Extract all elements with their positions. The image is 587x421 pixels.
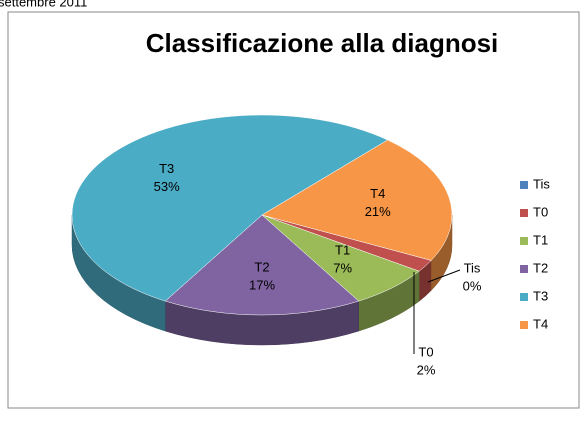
data-label-name: T1 <box>335 243 350 258</box>
data-label: 0% <box>463 278 482 293</box>
legend-swatch <box>520 237 528 245</box>
leader-line <box>427 269 461 283</box>
legend-swatch <box>520 181 528 189</box>
data-label: 7% <box>333 261 352 276</box>
legend-label: T3 <box>533 288 548 303</box>
slice <box>164 214 360 316</box>
data-label-name: Tis <box>464 260 481 275</box>
legend-swatch <box>520 265 528 273</box>
legend-swatch <box>520 209 528 217</box>
legend-label: T4 <box>533 316 548 331</box>
data-label-name: T3 <box>159 161 174 176</box>
slice <box>71 114 389 302</box>
legend-label: Tis <box>533 176 550 191</box>
slice <box>261 139 453 261</box>
legend-label: T2 <box>533 260 548 275</box>
legend-label: T1 <box>533 232 548 247</box>
legend-label: T0 <box>533 204 548 219</box>
caption: settembre 2011 <box>0 0 87 9</box>
data-label-name: T4 <box>370 186 385 201</box>
legend-swatch <box>520 293 528 301</box>
data-label-name: T0 <box>418 344 433 359</box>
data-label: 21% <box>365 204 391 219</box>
legend-swatch <box>520 321 528 329</box>
data-label: 2% <box>417 362 436 377</box>
chart-title: Classificazione alla diagnosi <box>146 28 499 58</box>
data-label-name: T2 <box>254 259 269 274</box>
data-label: 17% <box>249 277 275 292</box>
data-label: 53% <box>154 179 180 194</box>
